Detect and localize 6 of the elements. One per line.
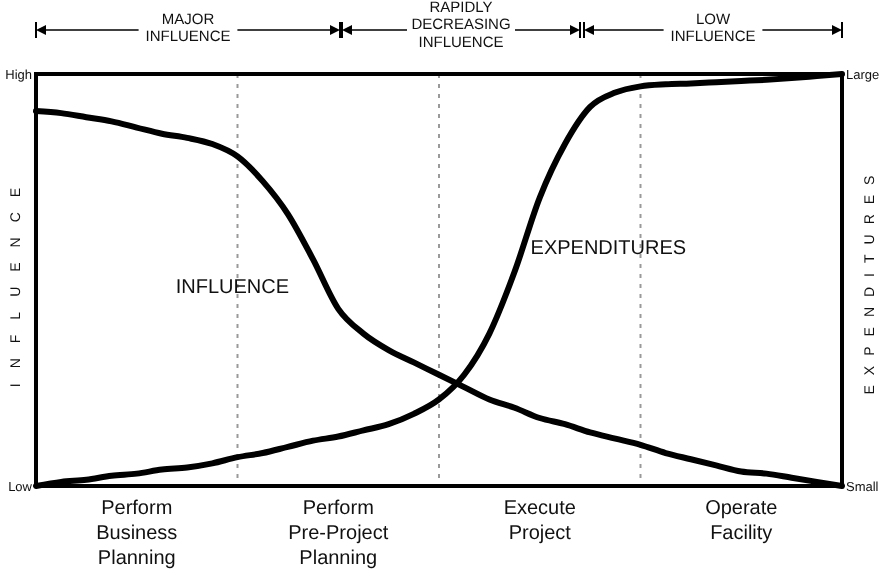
x-tick-label: Perform Business Planning — [96, 498, 178, 570]
x-tick-label: Execute Project — [503, 498, 577, 545]
series-label: EXPENDITURES — [530, 237, 687, 260]
x-tick-label: Perform Pre-Project Planning — [288, 498, 389, 570]
x-tick-label: Operate Facility — [705, 498, 779, 545]
series-label: INFLUENCE — [175, 277, 290, 300]
